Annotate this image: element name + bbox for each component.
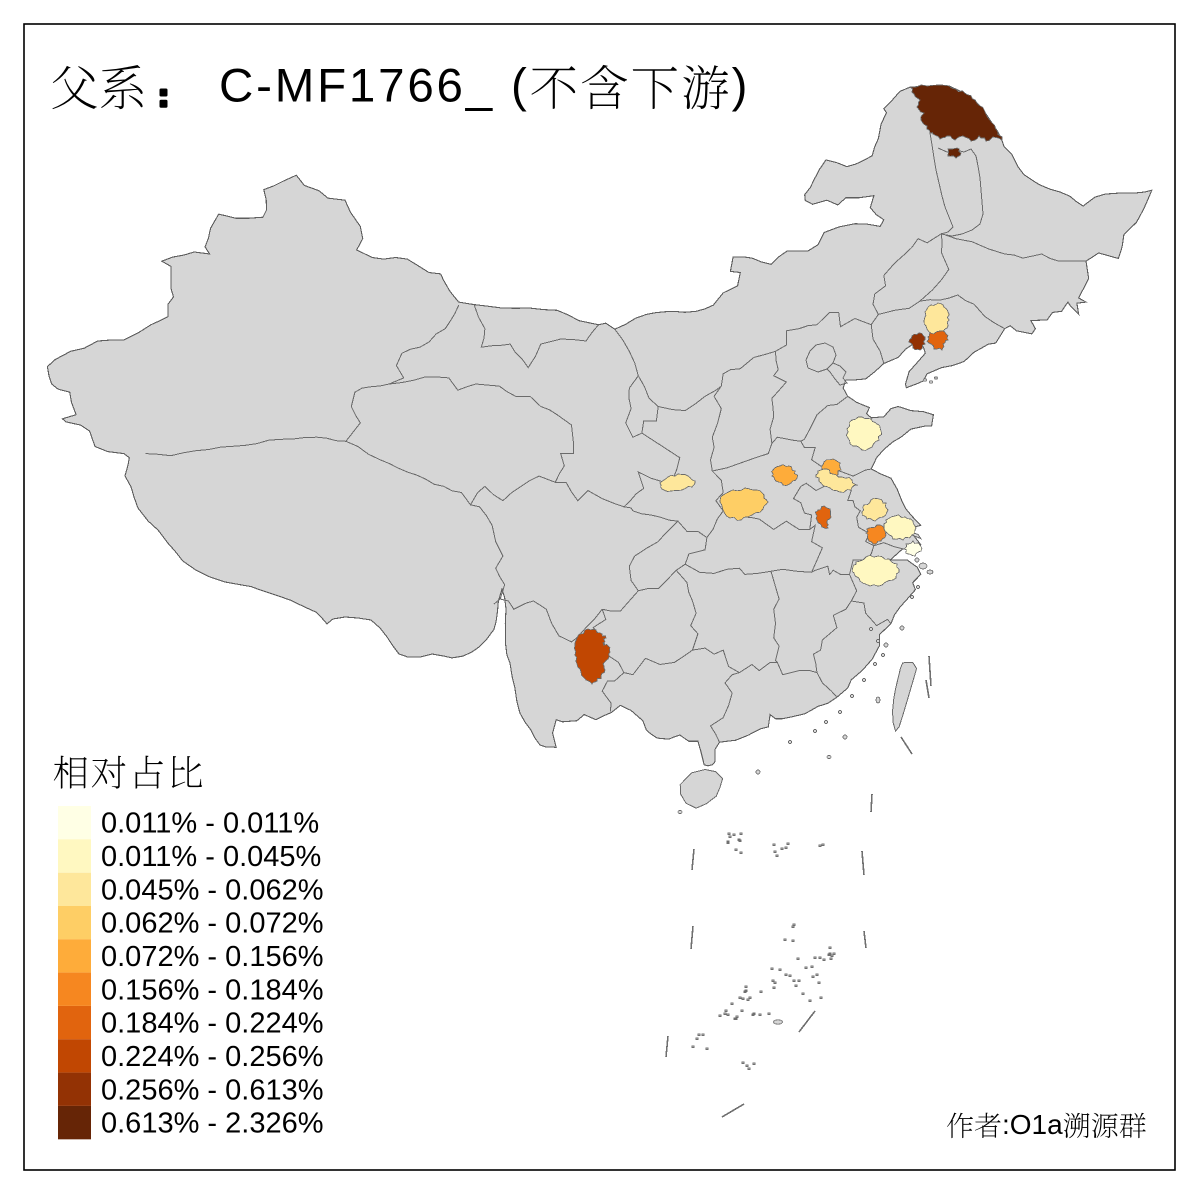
svg-text:0.613% - 2.326%: 0.613% - 2.326% — [101, 1108, 323, 1140]
svg-text::O1a: :O1a — [1002, 1109, 1063, 1140]
svg-text:): ) — [732, 60, 751, 113]
svg-text:C-MF1766_ (: C-MF1766_ ( — [219, 60, 530, 113]
svg-text:0.062% - 0.072%: 0.062% - 0.072% — [101, 908, 323, 940]
svg-text:0.224% - 0.256%: 0.224% - 0.256% — [101, 1041, 323, 1073]
svg-text:0.072% - 0.156%: 0.072% - 0.156% — [101, 941, 323, 973]
svg-text:0.184% - 0.224%: 0.184% - 0.224% — [101, 1008, 323, 1040]
svg-text:0.045% - 0.062%: 0.045% - 0.062% — [101, 874, 323, 906]
svg-text:0.156% - 0.184%: 0.156% - 0.184% — [101, 974, 323, 1006]
svg-text:0.011% - 0.011%: 0.011% - 0.011% — [101, 808, 319, 840]
svg-text:0.256% - 0.613%: 0.256% - 0.613% — [101, 1074, 323, 1106]
svg-text:0.011% - 0.045%: 0.011% - 0.045% — [101, 841, 321, 873]
